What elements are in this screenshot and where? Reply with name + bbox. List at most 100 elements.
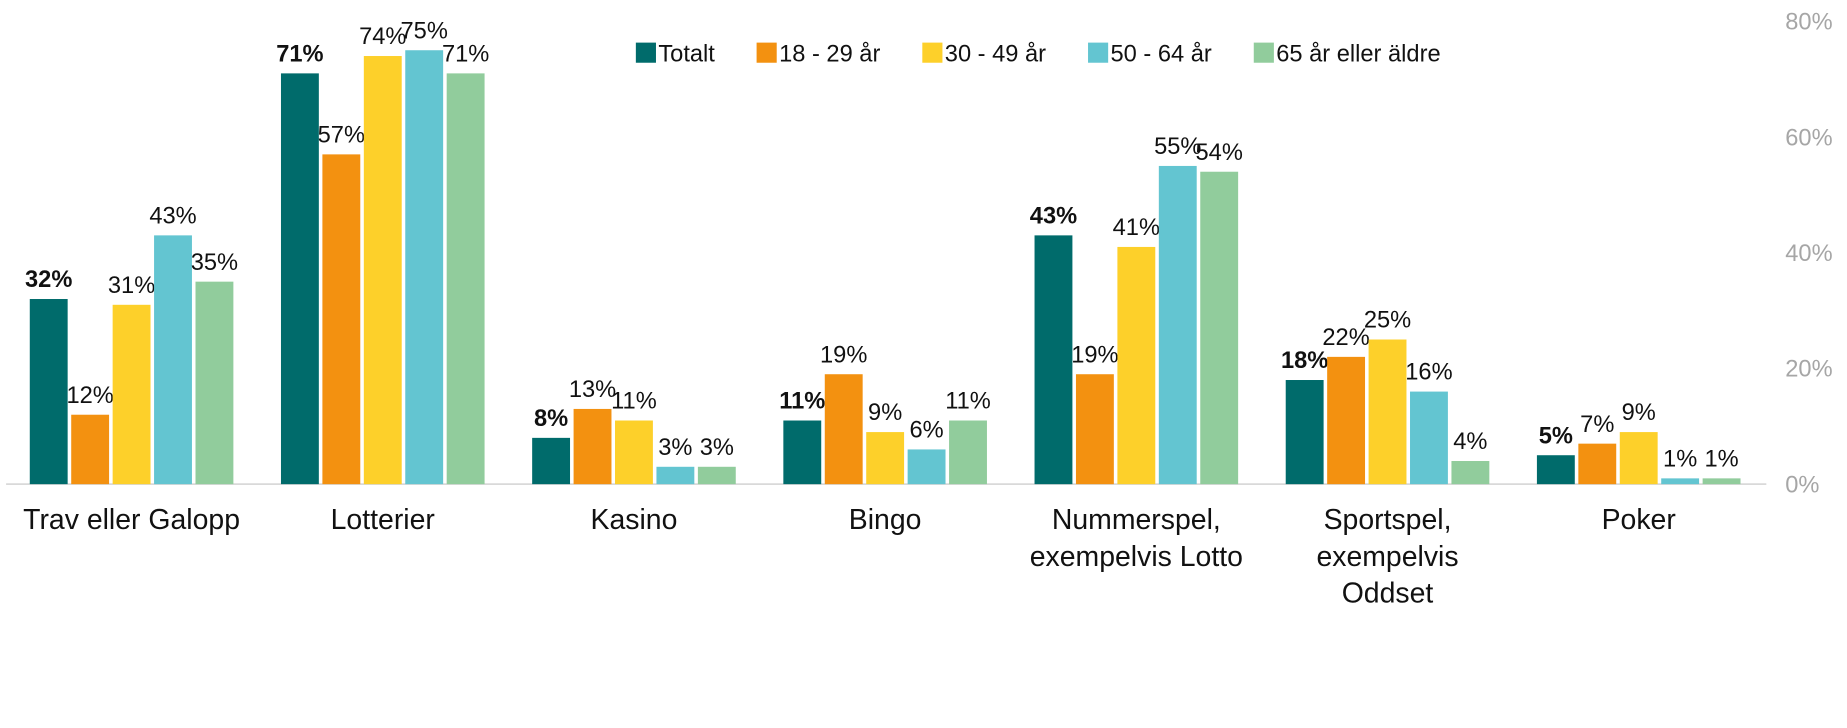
bar: [1661, 478, 1699, 484]
data-label: 22%: [1322, 325, 1369, 351]
data-label: 4%: [1453, 429, 1487, 455]
bar: [1369, 340, 1407, 485]
bar: [281, 73, 319, 484]
bar: [866, 432, 904, 484]
data-label: 75%: [401, 18, 448, 44]
data-label: 8%: [534, 406, 568, 432]
data-label: 19%: [1071, 342, 1118, 368]
bar: [1327, 357, 1365, 484]
x-label-box: Nummerspel, exempelvis Lotto: [1006, 502, 1266, 620]
bar: [196, 282, 234, 484]
data-label: 1%: [1663, 447, 1697, 473]
data-label: 3%: [658, 435, 692, 461]
bar: [447, 73, 485, 484]
x-tick-label: Bingo: [767, 502, 1004, 539]
bar: [1286, 380, 1324, 484]
bar: [1451, 461, 1489, 484]
y-tick-label: 80%: [1785, 10, 1832, 36]
x-label-box: Sportspel, exempelvis Oddset: [1299, 502, 1477, 620]
bar: [908, 449, 946, 484]
x-label-box: Poker: [1520, 502, 1757, 620]
data-label: 16%: [1405, 360, 1452, 386]
legend-swatch: [1088, 43, 1108, 63]
legend-label: 65 år eller äldre: [1276, 41, 1440, 68]
y-tick-label: 40%: [1785, 241, 1832, 267]
page: {"chart_data": {"type": "bar", "categori…: [0, 0, 1847, 728]
data-label: 18%: [1281, 348, 1328, 374]
bar: [783, 421, 821, 485]
bar: [1076, 374, 1114, 484]
data-label: 71%: [442, 42, 489, 68]
data-label: 43%: [149, 204, 196, 230]
data-label: 12%: [66, 383, 113, 409]
data-label: 43%: [1030, 204, 1077, 230]
x-tick-label: Sportspel, exempelvis Oddset: [1299, 502, 1477, 612]
bar: [1703, 478, 1741, 484]
data-label: 7%: [1580, 412, 1614, 438]
chart: 0%20%40%60%80%Totalt18 - 29 år30 - 49 år…: [0, 0, 1847, 728]
bar: [1410, 392, 1448, 485]
x-tick-label: Nummerspel, exempelvis Lotto: [1006, 502, 1266, 575]
bar: [1117, 247, 1155, 484]
data-label: 1%: [1704, 447, 1738, 473]
data-label: 9%: [868, 400, 902, 426]
bar: [71, 415, 109, 484]
data-label: 57%: [318, 123, 365, 149]
data-label: 9%: [1622, 400, 1656, 426]
x-label-box: Lotterier: [264, 502, 501, 620]
bar: [825, 374, 863, 484]
data-label: 11%: [611, 389, 657, 415]
bar: [1578, 444, 1616, 484]
data-label: 11%: [779, 389, 825, 415]
x-label-box: Bingo: [767, 502, 1004, 620]
x-tick-label: Poker: [1520, 502, 1757, 539]
bar: [154, 235, 192, 484]
x-tick-label: Lotterier: [264, 502, 501, 539]
bar: [322, 154, 360, 484]
data-label: 31%: [108, 273, 155, 299]
x-tick-label: Kasino: [516, 502, 753, 539]
legend-swatch: [1254, 43, 1274, 63]
data-label: 11%: [945, 389, 991, 415]
data-label: 41%: [1113, 215, 1160, 241]
bar: [532, 438, 570, 484]
data-label: 3%: [700, 435, 734, 461]
data-label: 71%: [276, 42, 323, 68]
y-tick-label: 60%: [1785, 125, 1832, 151]
bar: [113, 305, 151, 484]
data-label: 32%: [25, 267, 72, 293]
legend-label: 50 - 64 år: [1111, 41, 1212, 68]
bar: [1200, 172, 1238, 484]
data-label: 54%: [1196, 140, 1243, 166]
legend-swatch: [636, 43, 656, 63]
bar: [949, 421, 987, 485]
bar: [698, 467, 736, 484]
bar: [30, 299, 68, 484]
data-label: 13%: [569, 377, 616, 403]
bar: [656, 467, 694, 484]
legend-swatch: [922, 43, 942, 63]
data-label: 6%: [909, 418, 943, 444]
data-label: 74%: [359, 24, 406, 50]
data-label: 25%: [1364, 308, 1411, 334]
bar: [405, 50, 443, 484]
y-tick-label: 0%: [1785, 472, 1819, 498]
bar: [615, 421, 653, 485]
bar: [1159, 166, 1197, 484]
legend-label: 18 - 29 år: [779, 41, 880, 68]
bar: [364, 56, 402, 484]
bar: [574, 409, 612, 484]
data-label: 35%: [191, 250, 238, 276]
data-label: 19%: [820, 342, 867, 368]
bar: [1620, 432, 1658, 484]
x-label-box: Trav eller Galopp: [0, 502, 274, 620]
bar: [1035, 235, 1073, 484]
data-label: 55%: [1154, 134, 1201, 160]
x-label-box: Kasino: [516, 502, 753, 620]
legend-label: Totalt: [658, 42, 715, 68]
x-tick-label: Trav eller Galopp: [0, 502, 274, 539]
y-tick-label: 20%: [1785, 357, 1832, 383]
bar: [1537, 455, 1575, 484]
data-label: 5%: [1539, 423, 1573, 449]
legend-swatch: [757, 43, 777, 63]
